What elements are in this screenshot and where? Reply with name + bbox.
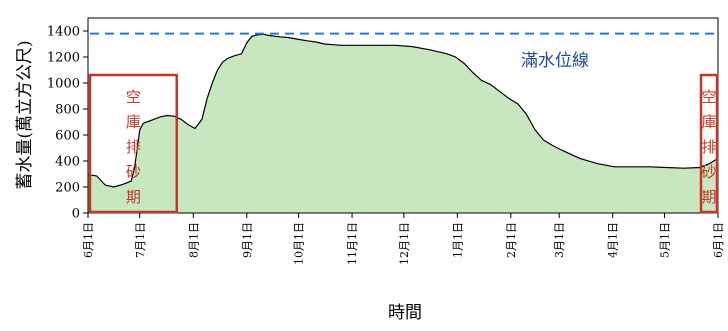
x-tick-label: 2月1日: [505, 222, 518, 258]
y-tick-label: 1000: [47, 77, 80, 92]
x-tick-label: 9月1日: [241, 222, 254, 258]
y-tick-label: 400: [55, 155, 80, 170]
x-tick-label: 7月1日: [134, 222, 147, 258]
storage-area: [88, 34, 718, 213]
annotation-char: 排: [126, 138, 141, 156]
y-tick-label: 600: [55, 129, 80, 144]
annotation-char: 砂: [701, 163, 716, 181]
x-tick-label: 11月1日: [346, 222, 359, 265]
annotation-char: 期: [126, 188, 141, 206]
area-layer: [87, 33, 719, 213]
x-tick-label: 10月1日: [293, 222, 306, 265]
x-tick-label: 3月1日: [553, 222, 566, 258]
annotation-char: 空: [701, 88, 716, 106]
annotation-char: 砂: [126, 163, 141, 181]
x-tick-label: 6月1日: [82, 222, 95, 258]
storage-line: [87, 33, 719, 188]
annotation-char: 空: [126, 88, 141, 106]
y-axis-label: 蓄水量(萬立方公尺): [15, 40, 35, 189]
y-tick-label: 200: [55, 181, 80, 196]
annotation-box: [699, 73, 719, 214]
tick-layer: 0 200 400 600 800 1000 1200 1400 6月1日 7月1日 8月1日 9月1…: [47, 25, 725, 266]
x-tick-label: 5月1日: [658, 222, 671, 258]
annotation-char: 庫: [701, 113, 716, 131]
x-tick-label: 6月1日: [712, 222, 725, 258]
annotation-char: 排: [701, 138, 716, 156]
y-tick-label: 800: [55, 103, 80, 118]
x-tick-label: 12月1日: [398, 222, 411, 265]
y-tick-label: 1200: [47, 51, 80, 66]
x-tick-label: 4月1日: [607, 222, 620, 258]
annotation-char: 期: [701, 188, 716, 206]
capacity-line-label: 滿水位線: [521, 51, 589, 71]
annotation-char: 庫: [126, 113, 141, 131]
annotation-box: [88, 73, 179, 214]
y-tick-label: 0: [72, 207, 80, 222]
capacity-layer: 滿水位線: [90, 32, 716, 71]
x-tick-label: 8月1日: [187, 222, 200, 258]
x-tick-label: 1月1日: [451, 222, 464, 258]
x-axis-label: 時間: [388, 303, 422, 323]
y-tick-label: 1400: [47, 25, 80, 40]
